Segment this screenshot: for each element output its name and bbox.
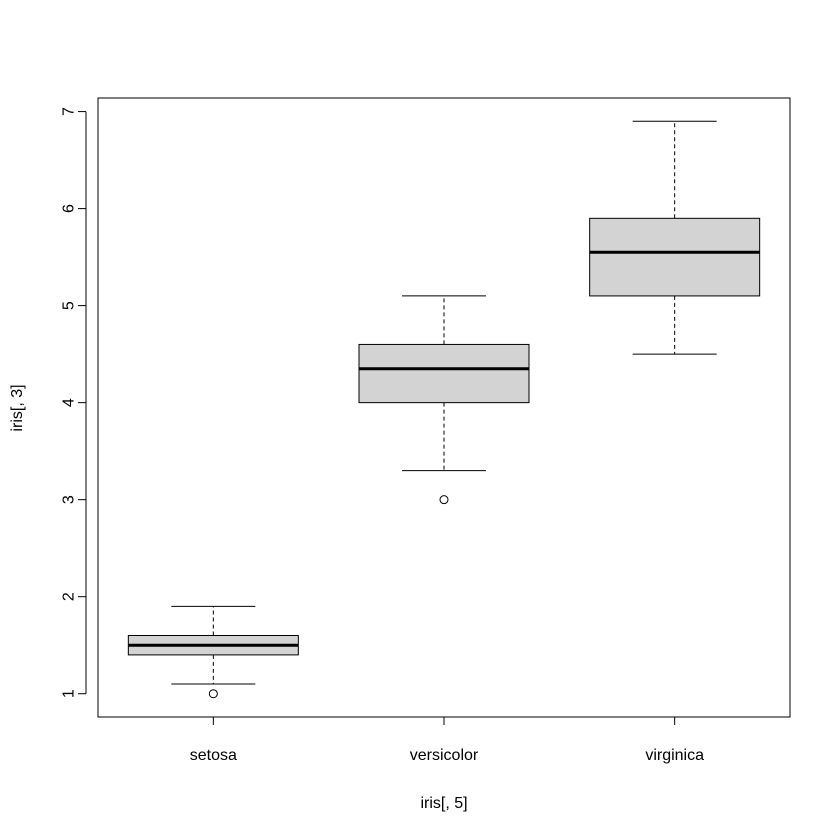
box-setosa <box>127 605 299 699</box>
y-tick-label: 3 <box>61 495 78 504</box>
outlier-point <box>439 495 449 505</box>
y-axis-title: iris[, 3] <box>9 384 26 431</box>
box-virginica <box>589 120 761 355</box>
plot-frame <box>97 97 791 718</box>
x-tick-label: versicolor <box>410 747 479 764</box>
box-iqr <box>589 217 761 297</box>
x-tick-label: virginica <box>645 747 704 764</box>
y-tick-label: 7 <box>61 107 78 116</box>
box-versicolor <box>358 295 530 505</box>
y-tick-label: 4 <box>61 398 78 407</box>
y-tick-label: 6 <box>61 204 78 213</box>
x-axis: setosa versicolor virginica <box>190 717 704 764</box>
box-iqr <box>358 343 530 404</box>
boxes <box>127 120 761 699</box>
x-tick-label: setosa <box>190 747 237 764</box>
outlier-point <box>208 689 218 699</box>
x-axis-title: iris[, 5] <box>420 795 467 812</box>
y-axis: 1 2 3 4 5 6 7 <box>61 107 87 698</box>
y-tick-label: 2 <box>61 592 78 601</box>
y-tick-label: 5 <box>61 301 78 310</box>
y-tick-label: 1 <box>61 689 78 698</box>
